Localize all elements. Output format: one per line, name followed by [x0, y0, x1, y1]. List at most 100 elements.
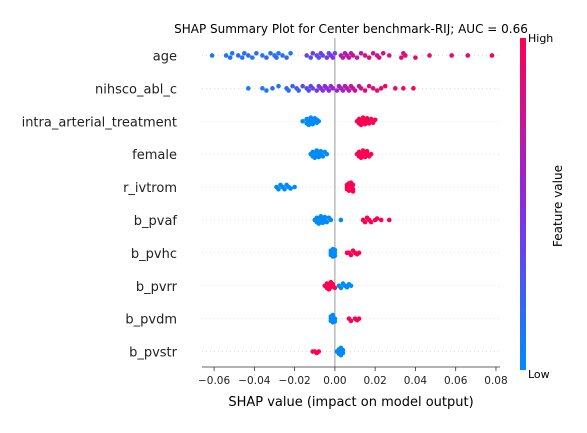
- shap-point: [346, 88, 352, 93]
- shap-point: [274, 55, 279, 60]
- feature-rows: age nihsco_abl_c intra_arterial_treatmentf…: [22, 49, 500, 361]
- shap-point: [338, 285, 344, 291]
- shap-point: [276, 186, 281, 192]
- x-tick-label: −0.04: [238, 375, 270, 387]
- x-axis-label: SHAP value (impact on model output): [228, 395, 473, 410]
- shap-point: [356, 316, 362, 321]
- colorbar-high-label: High: [528, 32, 553, 45]
- colorbar-low-label: Low: [528, 368, 550, 381]
- shap-point: [380, 50, 386, 56]
- shap-point: [209, 53, 215, 58]
- shap-point: [320, 53, 326, 58]
- shap-point: [328, 217, 334, 223]
- shap-point: [332, 285, 338, 291]
- shap-point: [358, 50, 364, 56]
- shap-point: [296, 88, 301, 93]
- shap-point: [399, 55, 404, 60]
- feature-label: female: [132, 148, 177, 163]
- shap-point: [354, 55, 360, 60]
- shap-point: [413, 55, 418, 60]
- x-tick-label: −0.02: [279, 375, 311, 387]
- shap-point: [320, 88, 326, 93]
- shap-point: [370, 50, 376, 56]
- x-axis-ticks: −0.06 −0.04 −0.02 0.00 0.02 0.04 0.06 0.08: [198, 367, 508, 387]
- x-tick-label: 0.08: [484, 375, 507, 387]
- shap-point: [284, 55, 289, 60]
- shap-point: [368, 151, 374, 157]
- shap-point: [264, 88, 269, 93]
- shap-point: [246, 86, 251, 91]
- shap-point: [362, 88, 368, 93]
- shap-point: [403, 53, 408, 58]
- feature-label: age: [153, 49, 177, 64]
- shap-point: [376, 55, 382, 60]
- shap-point: [260, 86, 265, 91]
- shap-point: [304, 53, 310, 58]
- shap-point: [286, 88, 291, 93]
- shap-point: [340, 55, 346, 60]
- feature-label: b_pvhc: [131, 247, 177, 262]
- shap-point: [374, 216, 380, 221]
- shap-point: [366, 83, 372, 89]
- shap-point: [316, 349, 322, 354]
- shap-point: [314, 88, 320, 93]
- shap-point: [282, 186, 287, 192]
- shap-point: [229, 50, 235, 56]
- shap-point: [401, 86, 406, 91]
- shap-point: [411, 86, 416, 91]
- x-tick-label: 0.00: [323, 375, 346, 387]
- shap-point: [227, 55, 233, 60]
- colorbar-title: Feature value: [551, 165, 565, 247]
- shap-point: [386, 53, 392, 58]
- shap-point: [246, 53, 251, 58]
- shap-point: [308, 55, 314, 60]
- shap-point: [300, 83, 305, 89]
- shap-point: [356, 250, 362, 256]
- feature-label: b_pvdm: [125, 313, 177, 328]
- shap-point: [310, 86, 316, 91]
- shap-point: [382, 83, 388, 89]
- shap-point: [241, 50, 247, 56]
- x-tick-label: 0.02: [363, 375, 386, 387]
- feature-label: intra_arterial_treatment: [22, 115, 177, 130]
- shap-point: [330, 86, 336, 91]
- shap-point: [340, 347, 346, 353]
- shap-point: [340, 88, 346, 93]
- shap-point: [280, 53, 285, 58]
- feature-label: b_pvstr: [129, 346, 178, 361]
- shap-point: [392, 86, 398, 91]
- shap-point: [292, 184, 297, 190]
- colorbar-gradient: [520, 38, 526, 370]
- x-tick-label: −0.06: [198, 375, 230, 387]
- shap-point: [348, 252, 354, 258]
- shap-point: [306, 88, 312, 93]
- feature-label: r_ivtrom: [123, 181, 177, 196]
- shap-point: [350, 189, 356, 194]
- shap-point: [378, 86, 384, 91]
- shap-point: [449, 53, 454, 58]
- shap-point: [276, 83, 281, 89]
- shap-point: [310, 50, 316, 56]
- shap-point: [330, 55, 336, 60]
- colorbar: High Low Feature value: [520, 32, 565, 381]
- shap-point: [324, 55, 330, 60]
- shap-point: [326, 88, 332, 93]
- feature-label: b_pvaf: [134, 214, 178, 229]
- shap-points: [209, 50, 495, 358]
- shap-point: [288, 50, 293, 56]
- shap-point: [465, 53, 471, 58]
- shap-point: [290, 83, 295, 89]
- shap-point: [316, 55, 322, 60]
- shap-point: [316, 118, 322, 124]
- shap-point: [223, 53, 229, 58]
- shap-point: [254, 50, 259, 56]
- shap-point: [372, 117, 378, 123]
- shap-point: [362, 219, 368, 225]
- shap-point: [332, 319, 338, 324]
- shap-point: [288, 186, 293, 191]
- shap-point: [348, 318, 354, 324]
- shap-point: [374, 88, 380, 93]
- x-tick-label: 0.06: [444, 375, 468, 387]
